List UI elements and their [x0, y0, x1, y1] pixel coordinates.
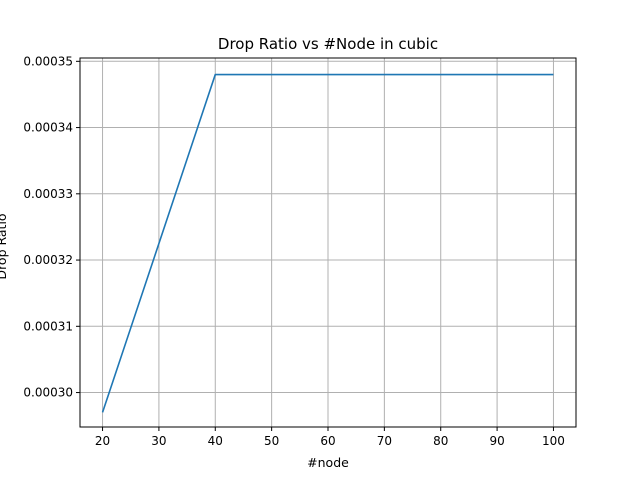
x-tick-label: 50	[264, 434, 279, 448]
series-line	[101, 73, 554, 413]
x-axis-label: #node	[307, 455, 349, 470]
y-tick-label: 0.00034	[23, 121, 73, 135]
grid	[80, 58, 576, 427]
x-tick-label: 100	[542, 434, 565, 448]
x-tick-label: 40	[208, 434, 223, 448]
x-tick-label: 20	[95, 434, 110, 448]
y-tick-label: 0.00030	[23, 386, 73, 400]
x-tick-label: 60	[320, 434, 335, 448]
x-tick-label: 90	[489, 434, 504, 448]
y-tick-label: 0.00033	[23, 187, 73, 201]
chart-title: Drop Ratio vs #Node in cubic	[218, 35, 438, 53]
x-tick-label: 80	[433, 434, 448, 448]
y-tick-label: 0.00031	[23, 319, 73, 333]
series-layer	[101, 73, 554, 413]
y-axis-label: Drop Ratio	[0, 213, 9, 279]
y-tick-label: 0.00032	[23, 253, 73, 267]
x-tick-label: 30	[151, 434, 166, 448]
x-tick-label: 70	[377, 434, 392, 448]
y-tick-label: 0.00035	[23, 54, 73, 68]
ticks: 20 30 40 50 60 70 80 90 100 0.00030 0.00031 0.00032…	[23, 54, 565, 448]
